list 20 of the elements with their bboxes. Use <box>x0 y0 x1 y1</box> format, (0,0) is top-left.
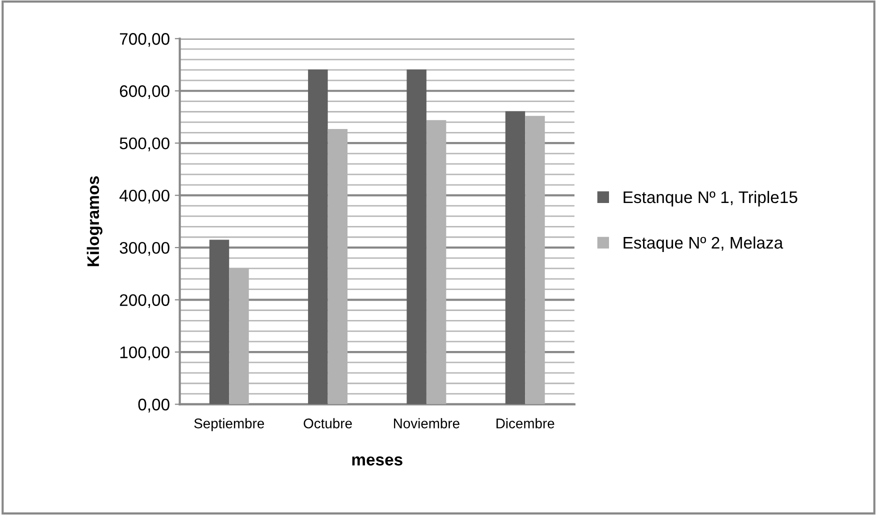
y-tick-label: 500,00 <box>120 137 170 152</box>
y-tick-label: 200,00 <box>120 294 170 308</box>
bar <box>209 240 230 404</box>
x-tick-label: Septiembre <box>194 418 264 432</box>
y-axis-title: Kilogramos <box>86 176 102 266</box>
y-tick-label: 400,00 <box>119 190 170 204</box>
x-tick-label: Octubre <box>304 418 352 428</box>
legend-label: Estanque Nº 1, Triple15 <box>624 190 798 206</box>
legend-label: Estaque Nº 2, Melaza <box>624 236 784 252</box>
bar <box>406 69 426 404</box>
bar <box>505 111 526 404</box>
bar <box>308 69 328 404</box>
y-tick-label: 300,00 <box>120 242 170 256</box>
y-tick-label: 700,00 <box>120 33 170 47</box>
y-tick-label: 100,00 <box>120 346 170 360</box>
y-tick-label: 0,00 <box>138 398 170 412</box>
x-tick-label: Noviembre <box>394 418 460 428</box>
x-tick-label: Dicembre <box>496 418 554 428</box>
x-axis-title: meses <box>352 456 402 466</box>
y-tick-label: 600,00 <box>120 85 170 100</box>
